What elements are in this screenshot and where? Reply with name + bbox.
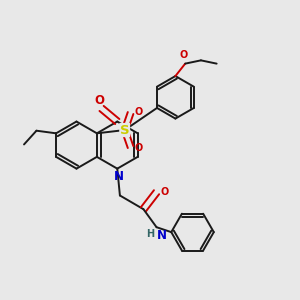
Text: O: O xyxy=(134,107,143,117)
Text: O: O xyxy=(160,187,169,196)
Text: O: O xyxy=(134,143,143,153)
Text: H: H xyxy=(146,229,154,239)
Text: N: N xyxy=(114,170,124,183)
Text: O: O xyxy=(179,50,188,60)
Text: S: S xyxy=(120,124,130,136)
Text: O: O xyxy=(94,94,104,107)
Text: N: N xyxy=(157,229,167,242)
